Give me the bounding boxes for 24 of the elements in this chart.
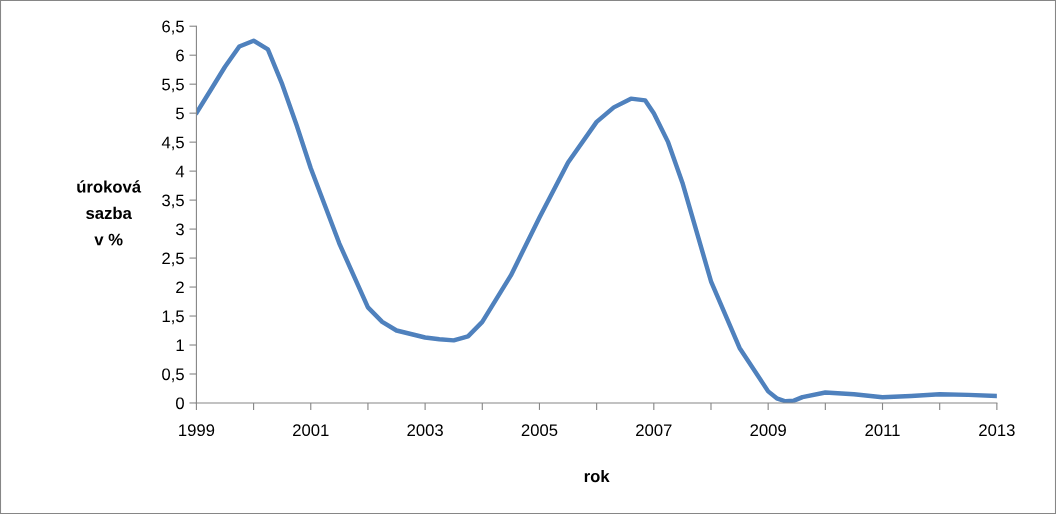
y-tick-label: 5,5 [162,78,184,93]
y-tick-label: 5 [176,107,184,120]
y-tick-label: 4 [175,165,185,178]
y-tick-label: 3,5 [162,194,184,209]
y-tick-label: 0,5 [162,368,184,383]
y-tick-label: 2 [176,281,184,294]
y-tick-label: 3 [175,223,184,236]
x-tick-label: 1999 [179,424,215,437]
x-tick-label: 2011 [865,424,900,437]
x-tick-label: 2007 [636,424,672,437]
y-tick-label: 6 [176,49,184,62]
y-axis-title: úroková sazba v % [77,180,142,246]
y-tick-label: 1,5 [162,310,184,325]
y-tick-label: 4,5 [161,136,184,151]
y-tick-label: 0 [175,397,184,410]
x-tick-label: 2005 [521,424,558,437]
x-axis-title: rok [584,469,610,483]
y-tick-label: 6,5 [162,20,184,35]
x-tick-label: 2013 [979,424,1015,437]
y-tick-label: 2,5 [162,252,184,267]
x-tick-label: 2003 [407,424,443,437]
x-tick-label: 2001 [293,424,329,437]
y-tick-label: 1 [176,339,184,352]
x-tick-label: 2009 [750,424,786,437]
